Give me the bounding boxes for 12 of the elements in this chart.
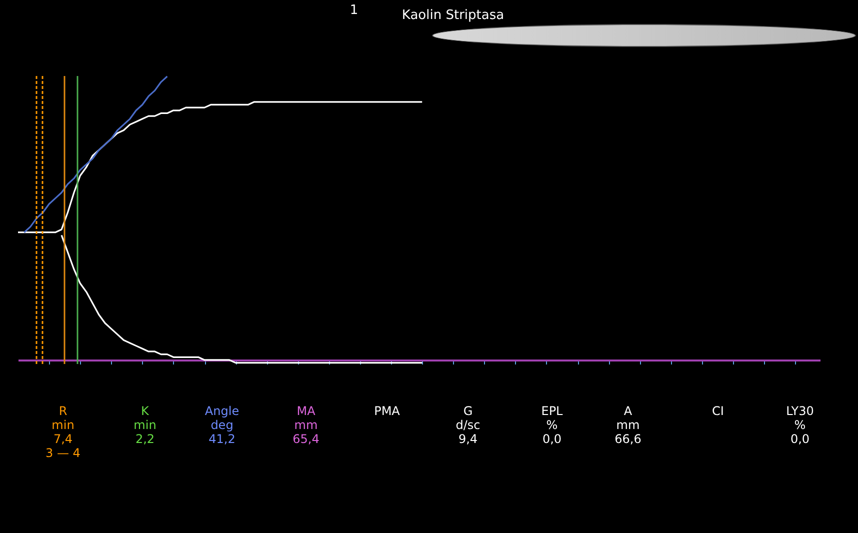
text: CI [712, 404, 724, 418]
text: Angle deg 41,2 [204, 404, 240, 446]
text: G d/sc 9,4 [456, 404, 480, 446]
text: MA mm 65,4 [292, 404, 320, 446]
text: 1 [350, 3, 358, 18]
text: K min 2,2 [134, 404, 156, 446]
text: LY30 % 0,0 [786, 404, 814, 446]
chart-title: Kaolin Striptasa [402, 8, 504, 23]
text: EPL % 0,0 [541, 404, 563, 446]
text: A mm 66,6 [614, 404, 642, 446]
text: R min 7,4 3 — 4 [46, 404, 80, 460]
text: PMA [374, 404, 400, 418]
